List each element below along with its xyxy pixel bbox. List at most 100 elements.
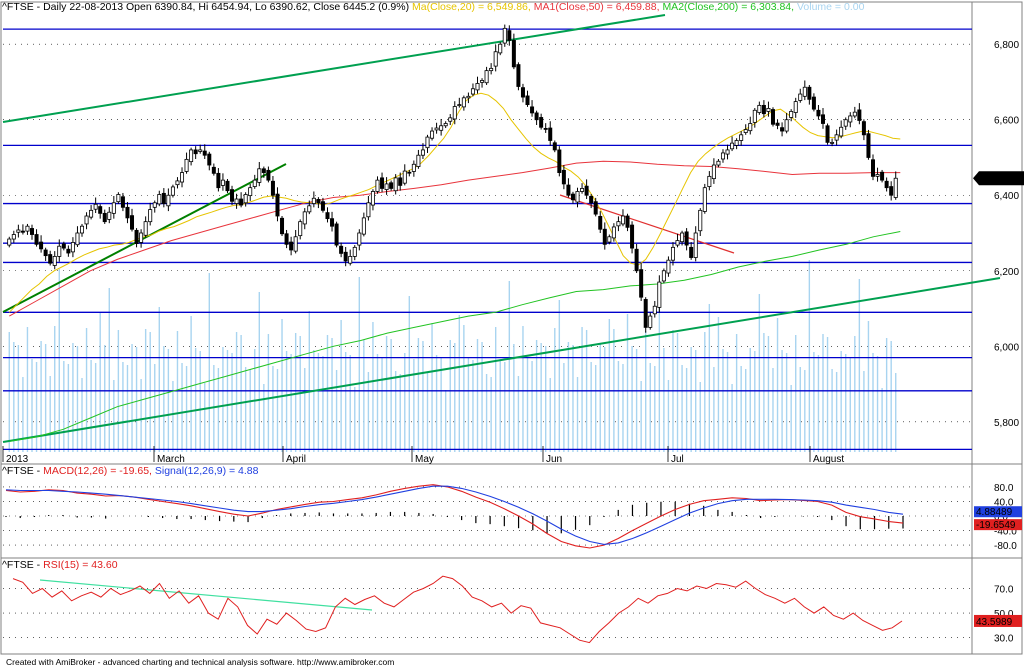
candle-body <box>48 254 53 264</box>
candle-body <box>111 202 116 214</box>
candle <box>893 171 898 200</box>
candle-body <box>670 246 675 261</box>
candle-body <box>320 201 325 211</box>
candle <box>757 101 762 115</box>
ma50-line <box>9 160 901 317</box>
candle <box>825 123 830 145</box>
candle-body <box>89 209 94 218</box>
candle-body <box>834 134 839 141</box>
candle <box>384 177 389 195</box>
candle-body <box>552 142 557 151</box>
candle <box>416 149 421 169</box>
candle <box>248 183 253 201</box>
rising-support-line <box>2 163 287 313</box>
candle-body <box>66 248 71 254</box>
x-axis-label: March <box>157 454 185 465</box>
candle <box>125 202 130 224</box>
upper-trend-line <box>2 14 666 123</box>
candle <box>461 95 466 111</box>
candle-body <box>270 180 275 196</box>
candle <box>752 108 757 128</box>
candle <box>861 119 866 141</box>
candle <box>239 192 244 208</box>
candle-body <box>725 149 730 155</box>
candle <box>557 146 562 177</box>
candle <box>184 152 189 174</box>
candle-body <box>443 123 448 127</box>
candle-body <box>366 202 371 218</box>
candle <box>111 195 116 219</box>
candle-body <box>870 159 875 177</box>
candle-body <box>425 136 430 149</box>
candle <box>716 158 721 168</box>
candle <box>348 249 353 266</box>
candle <box>380 172 385 193</box>
candle <box>780 122 785 137</box>
candle-body <box>93 203 98 210</box>
candle <box>370 189 375 211</box>
candle-body <box>475 83 480 91</box>
candle <box>543 123 548 133</box>
candle-body <box>152 202 157 208</box>
x-axis-label: August <box>813 454 844 465</box>
last-price-label: 6,445.2 <box>982 174 1016 185</box>
candle-body <box>616 221 621 227</box>
candle <box>625 213 630 232</box>
candle-body <box>84 215 89 225</box>
candle-body <box>816 109 821 117</box>
candle <box>843 117 848 130</box>
candle-body <box>661 270 666 282</box>
candle <box>170 184 175 198</box>
candle-body <box>380 177 385 189</box>
candle <box>311 191 316 208</box>
candle-body <box>607 236 612 243</box>
candle-body <box>502 27 507 44</box>
candle <box>484 66 489 85</box>
candle-body <box>170 186 175 196</box>
candle <box>230 185 235 206</box>
candle-body <box>720 152 725 160</box>
candle-body <box>193 149 198 155</box>
candle <box>502 24 507 47</box>
candle-body <box>266 169 271 181</box>
candle-body <box>393 177 398 192</box>
candle <box>325 207 330 223</box>
ma20-line <box>8 92 901 313</box>
candle-body <box>16 229 21 233</box>
macd-line <box>5 484 904 549</box>
candle <box>402 164 407 186</box>
candle <box>848 112 853 128</box>
candle <box>420 143 425 159</box>
candle <box>161 188 166 208</box>
candle-body <box>680 232 685 243</box>
candle-body <box>852 111 857 117</box>
lower-trend-line <box>2 277 1001 443</box>
candle <box>330 211 335 232</box>
candle <box>675 233 680 248</box>
candle <box>743 124 748 135</box>
candle <box>630 221 635 254</box>
candle <box>657 275 662 313</box>
candle-body <box>130 215 135 230</box>
candle-body <box>52 256 57 266</box>
candle-body <box>57 245 62 257</box>
macd-ytick-label: -40.0 <box>994 527 1017 538</box>
macd-header-prefix: ^FTSE - <box>2 465 41 477</box>
candle <box>748 116 753 135</box>
candle <box>252 174 257 189</box>
footer-credit: Created with AmiBroker - advanced charti… <box>6 657 395 667</box>
candle-body <box>584 185 589 196</box>
candle <box>66 245 71 257</box>
candle <box>875 167 880 182</box>
candle-body <box>539 117 544 128</box>
candle-body <box>202 150 207 156</box>
candle <box>307 200 312 215</box>
candle-body <box>325 212 330 220</box>
candle <box>570 191 575 204</box>
candle-body <box>739 134 744 141</box>
candle-body <box>648 315 653 328</box>
candle-body <box>180 172 185 183</box>
candle-body <box>416 154 421 167</box>
